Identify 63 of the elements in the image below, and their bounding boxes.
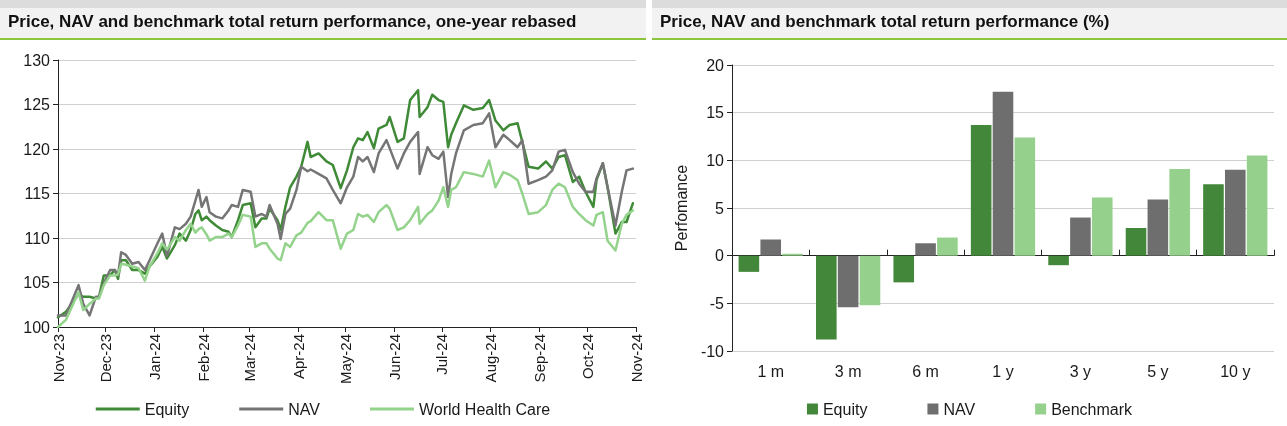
x-tick-label: 3 m [834,362,862,380]
y-tick-label: 105 [23,274,51,291]
bar [1014,137,1036,256]
bar [738,255,760,272]
bar [760,239,782,256]
y-tick-label: -5 [709,294,725,312]
y-tick-label: 10 [706,151,725,169]
y-tick-label: 125 [23,96,51,113]
chart-title: Price, NAV and benchmark total return performance, one-year rebased [8,12,577,32]
bar [893,255,915,283]
x-tick-label: Jan-24 [145,334,163,380]
bar [1246,155,1268,256]
x-tick-label: Oct-24 [578,334,596,380]
legend-label: Equity [822,400,868,418]
bar [970,125,992,256]
x-tick-label: 1 m [757,362,785,380]
bar [816,255,837,340]
x-tick-label: 3 y [1069,362,1092,380]
x-tick-label: Nov-23 [49,334,67,383]
y-tick-label: 115 [24,185,51,202]
x-tick-label: Sep-24 [531,334,549,383]
x-tick-label: Apr-24 [289,334,307,380]
y-tick-label: 5 [715,199,725,217]
x-tick-label: Mar-24 [240,334,258,382]
y-tick-label: -10 [700,342,725,360]
x-tick-label: Jun-24 [385,334,403,380]
y-tick-label: 110 [24,229,51,247]
x-tick-label: Jul-24 [433,334,451,375]
bar [859,255,881,306]
y-tick-label: 20 [706,56,725,74]
bar [1169,168,1190,256]
x-tick-label: 6 m [912,362,939,380]
y-tick-label: 120 [23,140,51,158]
bar [937,237,958,256]
y-axis-title: Perfomance [673,164,691,252]
bar [1203,184,1224,256]
bar [1147,199,1169,256]
y-tick-label: 15 [706,104,725,122]
bar [915,243,936,256]
x-tick-label: 5 y [1147,362,1169,380]
x-tick-label: Dec-23 [96,334,114,383]
x-tick-label: 10 y [1220,362,1251,380]
bar [1070,217,1091,256]
x-tick-label: Feb-24 [194,334,212,382]
legend-label: Equity [144,400,190,418]
legend-label: Benchmark [1051,400,1134,418]
bar [992,91,1014,256]
x-tick-label: 1 y [992,362,1014,380]
bar [1125,228,1147,256]
x-tick-label: Aug-24 [482,334,500,383]
legend-label: World Health Care [418,400,551,418]
y-tick-label: 0 [715,247,725,265]
x-tick-label: May-24 [336,334,354,385]
legend-label: NAV [943,400,976,418]
bar [1048,255,1069,266]
chart-title: Price, NAV and benchmark total return performance (%) [660,12,1110,32]
bar [837,255,859,308]
bar [1091,197,1113,256]
y-tick-label: 100 [23,318,51,336]
x-tick-label: Nov-24 [627,334,645,383]
y-tick-label: 130 [23,51,51,69]
bar [1224,169,1246,256]
legend-label: NAV [288,400,321,418]
